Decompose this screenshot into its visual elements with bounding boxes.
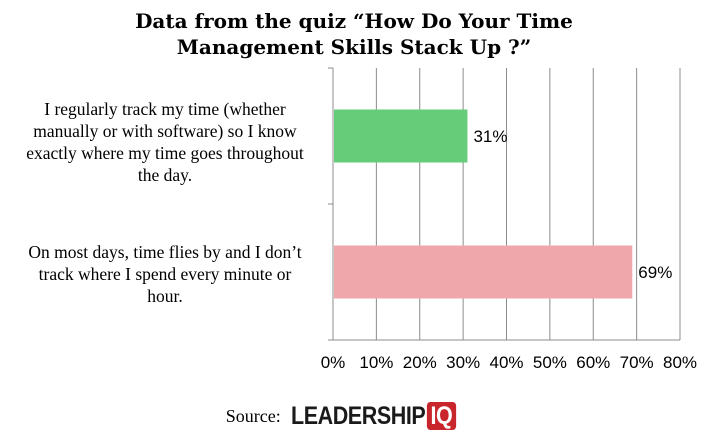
bar-1 [334, 109, 468, 163]
x-tick-label: 30% [446, 353, 480, 372]
x-tick-label: 80% [663, 353, 697, 372]
logo-wordmark: LEADERSHIP [290, 402, 426, 430]
x-tick-label: 40% [489, 353, 523, 372]
source-attribution: Source: LEADERSHIP IQ [0, 402, 708, 442]
bars [334, 109, 633, 299]
source-label: Source: [225, 406, 281, 426]
grid-lines [375, 68, 681, 340]
x-tick-label: 60% [576, 353, 610, 372]
data-label: 69% [638, 263, 672, 282]
chart-title-line-1: Data from the quiz “How Do Your Time [135, 9, 573, 33]
chart-title: Data from the quiz “How Do Your Time Man… [0, 8, 708, 60]
x-tick-labels: 0% 10% 20% 30% 40% 50% 60% 70% 80% [321, 353, 697, 372]
x-tick-label: 70% [620, 353, 654, 372]
category-label-line: I regularly track my time (whether [44, 99, 286, 119]
chart-title-line-2: Management Skills Stack Up ?” [176, 35, 532, 59]
category-label-line: the day. [137, 165, 193, 185]
data-label: 31% [473, 127, 507, 146]
category-label-line: On most days, time flies by and I don’t [28, 242, 302, 262]
leadership-iq-logo: LEADERSHIP IQ [291, 402, 456, 431]
category-label-line: exactly where my time goes throughout [26, 143, 304, 163]
x-tick-label: 20% [403, 353, 437, 372]
category-label-line: manually or with software) so I know [33, 121, 297, 141]
category-label-time-flies: On most days, time flies by and I don’t … [6, 241, 324, 307]
bar-2 [334, 245, 633, 299]
category-label-line: hour. [147, 286, 183, 306]
logo-badge: IQ [426, 402, 456, 430]
x-tick-label: 0% [321, 353, 346, 372]
category-label-line: track where I spend every minute or [38, 264, 292, 284]
x-tick-label: 10% [359, 353, 393, 372]
bar-plot: 31% 69% 0% 10% 20% 30% 40% 50% 60% 70% 80% [321, 67, 697, 372]
axes [328, 67, 680, 341]
x-tick-label: 50% [533, 353, 567, 372]
data-labels: 31% 69% [473, 127, 672, 282]
category-label-track-time: I regularly track my time (whether manua… [6, 98, 324, 186]
